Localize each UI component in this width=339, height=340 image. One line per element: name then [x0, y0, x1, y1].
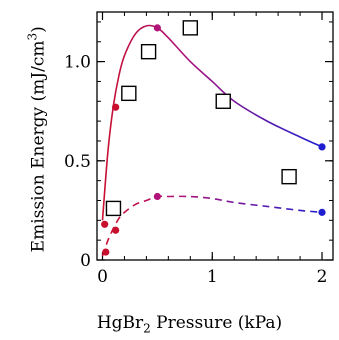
data-point-square — [105, 200, 122, 217]
plot-frame — [96, 11, 334, 261]
x-tick-label: 1 — [207, 267, 218, 287]
y-tick-label: 1.0 — [64, 53, 91, 73]
solid-curve-marker — [153, 24, 161, 32]
dashed-curve-marker — [318, 208, 326, 216]
y-tick-label: 0.5 — [64, 152, 91, 172]
dashed-curve-marker — [153, 192, 161, 201]
data-point-square — [281, 168, 297, 185]
dashed-curve-marker — [102, 248, 110, 256]
dashed-curve-marker — [112, 226, 120, 234]
data-point-square — [215, 93, 231, 109]
data-point-square — [121, 85, 137, 102]
model-curve-solid — [101, 24, 323, 221]
x-tick-label: 0 — [97, 267, 108, 287]
x-axis-label: HgBr2 Pressure (kPa) — [96, 313, 283, 336]
solid-curve-marker — [318, 143, 326, 151]
y-axis-label: Emission Energy (mJ/cm3) — [25, 26, 49, 253]
solid-curve-marker — [101, 220, 109, 228]
data-point-square — [140, 43, 157, 60]
plot-area: 0 0.5 1.0 0 1 2 — [64, 11, 334, 287]
data-point-square — [182, 20, 199, 36]
y-tick-label: 0 — [80, 251, 91, 271]
x-tick-label: 2 — [317, 267, 328, 287]
model-curve-dashed — [101, 195, 323, 257]
solid-curve-marker — [112, 103, 120, 111]
